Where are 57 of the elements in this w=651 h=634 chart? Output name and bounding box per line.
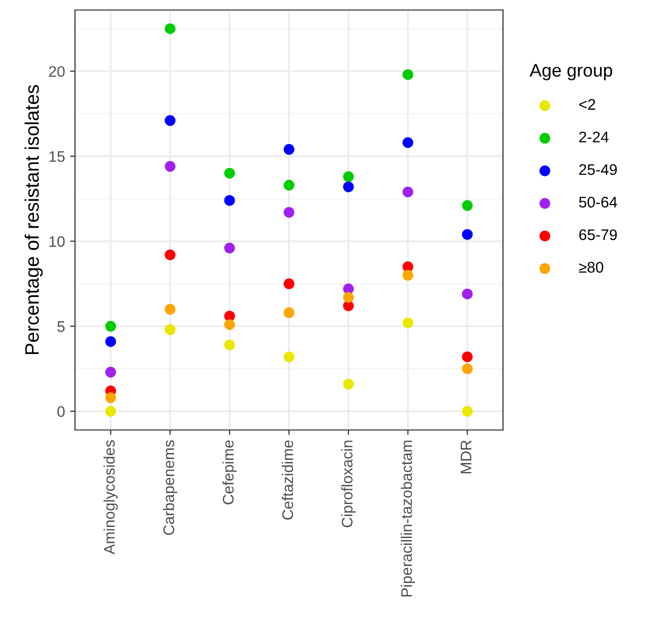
- point: [402, 69, 414, 80]
- point: [164, 324, 176, 336]
- point: [284, 206, 294, 218]
- x-tick-label: MDR: [460, 440, 472, 474]
- y-tick-label: 5: [57, 321, 65, 332]
- point: [105, 392, 116, 404]
- point: [402, 270, 414, 281]
- point: [343, 181, 354, 192]
- legend-title: Age group: [530, 64, 612, 80]
- point: [284, 307, 294, 318]
- y-tick-label: 10: [49, 236, 65, 247]
- point: [105, 320, 116, 332]
- point: [105, 336, 116, 347]
- legend-label: 25-49: [579, 164, 617, 175]
- point: [462, 363, 473, 374]
- point: [462, 406, 473, 417]
- point: [164, 115, 176, 126]
- point: [105, 366, 116, 378]
- point: [164, 249, 176, 260]
- legend-label: 2-24: [579, 132, 609, 142]
- point: [224, 319, 235, 330]
- legend-label: 50-64: [579, 196, 618, 208]
- point: [224, 168, 235, 179]
- point: [402, 317, 414, 328]
- point: [164, 161, 176, 172]
- point: [402, 137, 414, 148]
- x-tick-label: Piperacillin-tazobactam: [400, 440, 416, 596]
- point: [343, 292, 354, 303]
- point: [105, 406, 116, 417]
- x-tick-label: Ciprofloxacin: [341, 440, 356, 528]
- point: [402, 186, 414, 198]
- y-tick-label: 0: [57, 406, 65, 417]
- legend-label: 65-79: [579, 229, 617, 240]
- point: [462, 352, 473, 362]
- point: [224, 242, 235, 254]
- point: [224, 195, 235, 206]
- point: [462, 288, 473, 300]
- legend-label: ≥80: [578, 262, 604, 273]
- x-tick-label: Carbapenems: [162, 440, 178, 535]
- y-axis-title: Percentage of resistant isolates: [24, 85, 43, 354]
- y-tick-label: 15: [49, 151, 65, 162]
- point: [164, 304, 176, 315]
- point: [224, 340, 235, 350]
- point: [343, 171, 354, 182]
- x-tick-label: Ceftazidime: [282, 440, 294, 520]
- point: [284, 144, 294, 155]
- point: [164, 23, 176, 34]
- point: [462, 200, 473, 211]
- y-tick-label: 20: [49, 66, 65, 77]
- point: [284, 278, 294, 290]
- point: [284, 352, 294, 362]
- x-tick-label: Aminoglycosides: [104, 440, 118, 554]
- point: [343, 378, 354, 390]
- point: [462, 229, 473, 240]
- legend-label: <2: [579, 99, 596, 110]
- x-tick-label: Cefepime: [222, 440, 237, 504]
- point: [284, 180, 294, 191]
